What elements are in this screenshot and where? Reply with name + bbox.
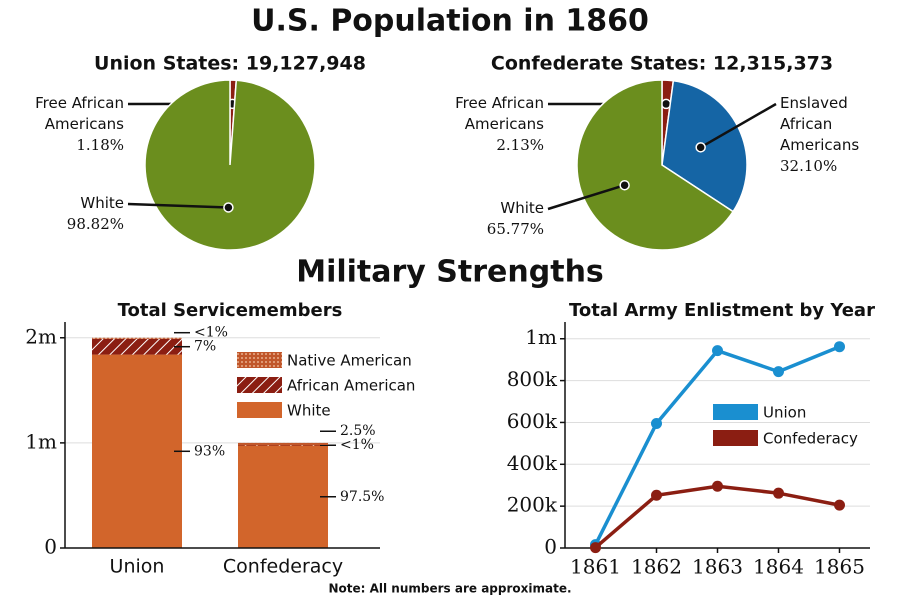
leader-dot [695,142,706,153]
pie-label: White 98.82% [14,193,124,235]
legend-swatch [713,404,758,420]
legend-swatch [713,430,758,446]
bar-segment [238,444,328,446]
data-point [834,341,845,353]
x-tick-label: Union [110,556,165,578]
data-point [651,489,662,501]
data-point [773,366,784,378]
y-tick-label: 400k [507,451,558,475]
data-point [712,480,723,492]
share-label: 7% [194,339,216,355]
y-tick-label: 600k [507,409,558,433]
share-label: 93% [194,443,225,459]
pie-label-value: 2.13% [496,136,544,154]
pie-label-value: 65.77% [486,220,544,238]
legend-label: Confederacy [763,430,858,448]
legend-swatch [237,402,282,418]
x-tick-label: 1861 [570,555,621,579]
pie-title: Confederate States: 12,315,373 [491,53,833,75]
x-tick-label: 1865 [814,555,865,579]
legend-swatch [237,377,282,393]
data-point [651,417,662,429]
y-tick-label: 800k [507,367,558,391]
pie-label: Free African Americans 2.13% [454,93,544,156]
bar-segment [92,354,182,548]
x-tick-label: 1862 [631,555,682,579]
bar-segment [92,337,182,339]
page-title: U.S. Population in 1860 [251,4,649,39]
y-tick-label: 0 [544,535,557,559]
legend-label: White [287,402,331,420]
leader-line [547,184,625,211]
leader-line [127,202,229,209]
note: Note: All numbers are approximate. [328,582,571,596]
data-point [590,542,601,554]
share-label: 97.5% [340,489,384,505]
chart-title: Total Army Enlistment by Year [569,300,875,321]
legend-label: Native American [287,352,412,370]
share-label: 2.5% [340,423,376,439]
data-point [712,345,723,357]
leader-line [700,102,777,149]
x-tick-label: 1864 [753,555,804,579]
legend-label: African American [287,377,415,395]
pie-title: Union States: 19,127,948 [94,53,366,75]
pie-label: Enslaved African Americans 32.10% [780,93,880,177]
pie-slice [576,79,735,251]
pie-label: Free African Americans 1.18% [14,93,124,156]
bar-segment [238,445,328,548]
series-line [594,484,840,549]
share-label: <1% [194,325,228,341]
pie-label-name: White [500,199,544,217]
legend-swatch [237,352,282,368]
pie-label-name: Enslaved African Americans [780,94,860,154]
leader-dot [619,179,630,191]
y-tick-label: 0 [44,535,57,559]
pie-label-value: 1.18% [76,136,124,154]
leader-dot [223,202,234,213]
y-tick-label: 2m [25,324,57,348]
bar-segment [238,442,328,445]
x-tick-label: 1863 [692,555,743,579]
y-tick-label: 1m [525,325,557,349]
pie-slice [144,79,316,251]
pie-label-name: White [80,194,124,212]
y-tick-label: 200k [507,493,558,517]
pie-label-name: Free African Americans [35,94,124,133]
data-point [834,499,845,511]
x-tick-label: Confederacy [223,556,343,578]
pie-label-value: 32.10% [780,157,838,175]
pie-label-value: 98.82% [66,215,124,233]
share-label: <1% [340,437,374,453]
legend-label: Union [763,404,806,422]
pie-label: White 65.77% [454,198,544,240]
chart-title: Total Servicemembers [118,300,343,321]
pie-label-name: Free African Americans [455,94,544,133]
bar-segment [92,338,182,355]
section-title: Military Strengths [296,255,604,290]
y-tick-label: 1m [25,429,57,453]
data-point [773,487,784,499]
